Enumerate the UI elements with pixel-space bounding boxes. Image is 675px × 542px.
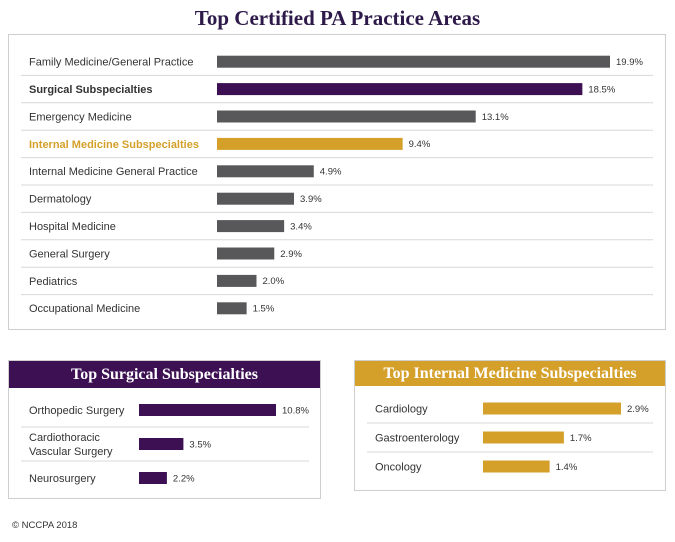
bar-neurosurgery bbox=[139, 472, 167, 484]
bar-oncology bbox=[483, 460, 550, 473]
value-label-cardiology: 2.9% bbox=[627, 404, 649, 415]
bar-emergency-medicine bbox=[217, 110, 476, 123]
value-label-surgical-subspecialties: 18.5% bbox=[588, 84, 615, 95]
category-label-occupational-medicine: Occupational Medicine bbox=[29, 303, 140, 315]
internal-medicine-bar-chart: Cardiology 2.9% Gastroenterology 1.7% Oncolo… bbox=[367, 402, 653, 473]
category-label-orthopedic-surgery: Orthopedic Surgery bbox=[29, 405, 125, 417]
value-label-internal-medicine-general-practice: 4.9% bbox=[320, 167, 342, 178]
main-bar-chart: Family Medicine/General Practice 19.9% Sur… bbox=[21, 55, 653, 315]
value-label-cardiothoracic-vascular-surgery: 3.5% bbox=[189, 439, 211, 450]
bar-occupational-medicine bbox=[217, 302, 247, 315]
page-title: Top Certified PA Practice Areas bbox=[194, 6, 481, 30]
value-label-family-medicine-general-practice: 19.9% bbox=[616, 57, 643, 68]
value-label-gastroenterology: 1.7% bbox=[570, 433, 592, 444]
bar-dermatology bbox=[217, 192, 295, 205]
copyright-footer: © NCCPA 2018 bbox=[12, 520, 78, 531]
bar-cardiology bbox=[483, 402, 621, 415]
bar-gastroenterology bbox=[483, 431, 564, 444]
value-label-hospital-medicine: 3.4% bbox=[290, 221, 312, 232]
value-label-oncology: 1.4% bbox=[556, 462, 578, 473]
value-label-internal-medicine-subspecialties: 9.4% bbox=[409, 139, 431, 150]
category-label-emergency-medicine: Emergency Medicine bbox=[29, 111, 132, 123]
bar-pediatrics bbox=[217, 274, 257, 287]
value-label-pediatrics: 2.0% bbox=[262, 276, 284, 287]
value-label-dermatology: 3.9% bbox=[300, 194, 322, 205]
value-label-emergency-medicine: 13.1% bbox=[482, 112, 509, 123]
value-label-orthopedic-surgery: 10.8% bbox=[282, 405, 309, 416]
bar-general-surgery bbox=[217, 247, 275, 260]
bar-internal-medicine-general-practice bbox=[217, 165, 314, 178]
internal-medicine-panel: Top Internal Medicine Subspecialties Car… bbox=[354, 360, 666, 491]
bar-cardiothoracic-vascular-surgery bbox=[139, 438, 184, 450]
category-label-oncology: Oncology bbox=[375, 461, 422, 473]
bar-hospital-medicine bbox=[217, 220, 285, 233]
surgical-bar-chart: Orthopedic Surgery 10.8% Cardiothoracic Vas… bbox=[21, 404, 309, 485]
category-label-family-medicine-general-practice: Family Medicine/General Practice bbox=[29, 57, 193, 69]
value-label-general-surgery: 2.9% bbox=[280, 249, 302, 260]
category-label-cardiology: Cardiology bbox=[375, 403, 428, 415]
category-label-gastroenterology: Gastroenterology bbox=[375, 432, 460, 444]
value-label-occupational-medicine: 1.5% bbox=[253, 304, 275, 315]
bar-family-medicine-general-practice bbox=[217, 55, 610, 68]
category-label-internal-medicine-subspecialties: Internal Medicine Subspecialties bbox=[29, 139, 199, 151]
category-label-surgical-subspecialties: Surgical Subspecialties bbox=[29, 84, 153, 96]
internal-medicine-panel-title: Top Internal Medicine Subspecialties bbox=[355, 361, 665, 386]
surgical-panel: Top Surgical Subspecialties Orthopedic S… bbox=[8, 360, 321, 499]
surgical-panel-title: Top Surgical Subspecialties bbox=[9, 361, 320, 388]
category-label-internal-medicine-general-practice: Internal Medicine General Practice bbox=[29, 166, 198, 178]
category-label-general-surgery: General Surgery bbox=[29, 248, 110, 260]
bar-surgical-subspecialties bbox=[217, 83, 583, 96]
category-label-cardiothoracic-vascular-surgery: Cardiothoracic Vascular Surgery bbox=[29, 432, 113, 458]
category-label-hospital-medicine: Hospital Medicine bbox=[29, 221, 116, 233]
bar-internal-medicine-subspecialties bbox=[217, 137, 403, 150]
category-label-dermatology: Dermatology bbox=[29, 194, 92, 206]
bar-orthopedic-surgery bbox=[139, 404, 276, 416]
main-chart-panel: Family Medicine/General Practice 19.9% Sur… bbox=[8, 34, 666, 330]
value-label-neurosurgery: 2.2% bbox=[173, 473, 195, 484]
category-label-neurosurgery: Neurosurgery bbox=[29, 473, 96, 485]
category-label-pediatrics: Pediatrics bbox=[29, 276, 78, 288]
